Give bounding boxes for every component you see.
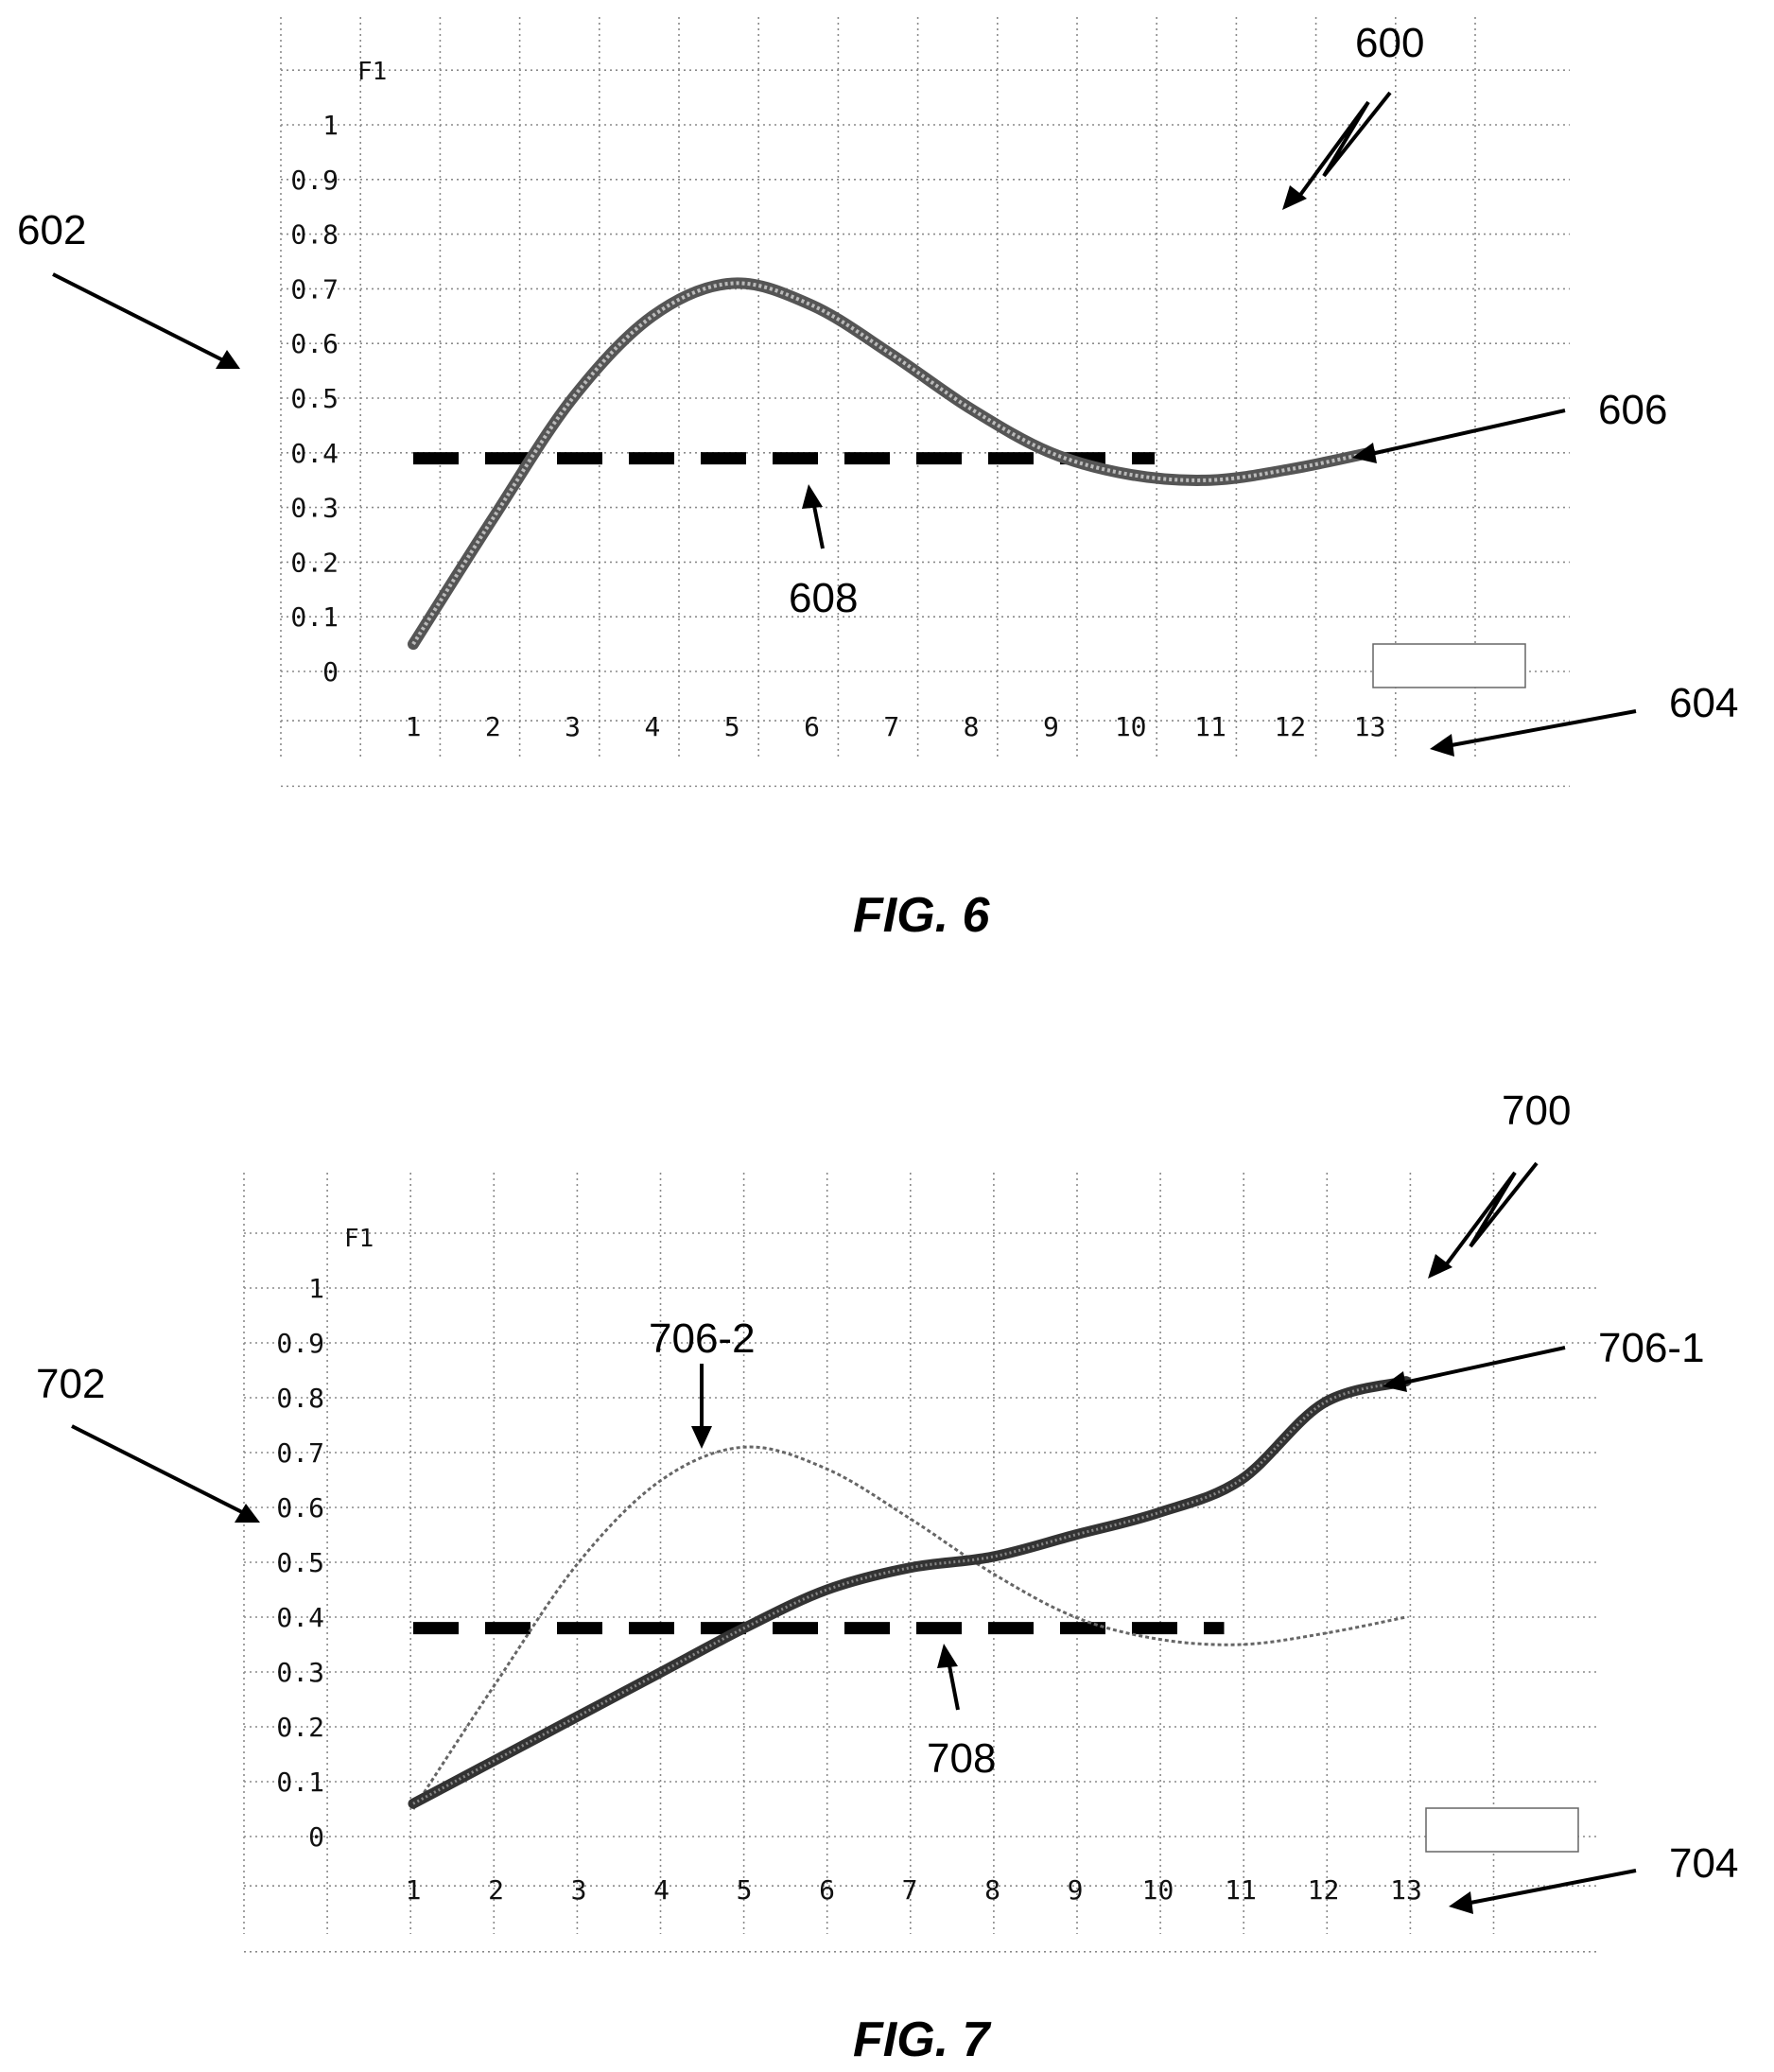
fig7-y-axis-ref: 702 <box>36 1361 105 1407</box>
fig6-series-ref-arrow <box>1370 409 1566 456</box>
fig6-series-ref-arrowhead <box>1352 443 1377 463</box>
fig7-x-axis-ref-arrow <box>1470 1869 1637 1905</box>
fig6-figure-ref: 600 <box>1355 20 1424 66</box>
fig7-x-axis-ref-arrowhead <box>1449 1891 1473 1914</box>
x-tick-label: 10 <box>1115 711 1147 742</box>
fig7-caption: FIG. 7 <box>853 2012 992 2067</box>
y-tick-label: 0.6 <box>276 1492 324 1524</box>
x-tick-label: 5 <box>737 1874 753 1906</box>
y-tick-label: 0.5 <box>276 1547 324 1578</box>
x-tick-label: 6 <box>804 711 820 742</box>
fig6-y-axis-ref-arrowhead <box>216 350 240 369</box>
series-line-0-hatch <box>411 281 1371 646</box>
x-tick-label: 12 <box>1274 711 1306 742</box>
y-tick-label: 0.7 <box>276 1437 324 1469</box>
x-tick-label: 2 <box>488 1874 504 1906</box>
fig7-threshold-ref-arrowhead <box>937 1644 958 1668</box>
y-tick-label: 0.9 <box>290 165 339 196</box>
x-tick-label: 2 <box>485 711 501 742</box>
fig6-y-axis-ref-arrow <box>52 272 224 362</box>
fig7-series-1-ref-arrowhead <box>1383 1371 1407 1392</box>
fig7-y-axis-ref-arrowhead <box>235 1504 260 1523</box>
fig6-threshold-ref: 608 <box>789 575 858 621</box>
x-tick-label: 1 <box>406 711 422 742</box>
x-tick-label: 8 <box>984 1874 1000 1906</box>
fig6-series-ref: 606 <box>1598 387 1667 433</box>
y-tick-label: 0.8 <box>276 1383 324 1414</box>
y-tick-label: 0.8 <box>290 219 339 251</box>
fig6-y-ticks: 0 0.1 0.2 0.3 0.4 0.5 0.6 0.7 0.8 0.9 1 <box>290 110 339 688</box>
fig6-threshold-ref-arrowhead <box>802 484 823 509</box>
x-tick-label: 10 <box>1142 1874 1174 1906</box>
y-tick-label: 0.3 <box>290 493 339 524</box>
x-tick-label: 6 <box>819 1874 835 1906</box>
x-tick-label: 13 <box>1354 711 1386 742</box>
fig6-legend-box <box>1372 643 1526 688</box>
fig7-threshold-ref-arrow <box>947 1660 960 1711</box>
fig7-ref-squiggle-arrow <box>1440 1161 1539 1272</box>
y-tick-label: 0.4 <box>276 1602 324 1633</box>
y-tick-label: 0.2 <box>276 1712 324 1743</box>
x-tick-label: 3 <box>565 711 581 742</box>
fig7-series-2-ref-arrowhead <box>691 1426 712 1449</box>
x-tick-label: 4 <box>644 711 660 742</box>
x-tick-label: 7 <box>883 711 899 742</box>
x-tick-label: 5 <box>724 711 740 742</box>
fig7-y-axis-label: F1 <box>344 1225 374 1253</box>
fig6-x-axis-ref: 604 <box>1669 680 1738 726</box>
fig7-squiggle-arrowhead <box>1428 1254 1452 1279</box>
fig7-threshold-ref: 708 <box>927 1735 996 1782</box>
fig7-series-1-ref: 706-1 <box>1598 1325 1705 1371</box>
x-tick-label: 11 <box>1225 1874 1257 1906</box>
y-tick-label: 1 <box>308 1273 324 1304</box>
x-tick-label: 9 <box>1068 1874 1084 1906</box>
fig7-y-ticks: 0 0.1 0.2 0.3 0.4 0.5 0.6 0.7 0.8 0.9 1 <box>276 1273 324 1853</box>
x-tick-label: 1 <box>406 1874 422 1906</box>
fig6-y-axis-label: F1 <box>357 58 387 86</box>
fig6-squiggle-arrowhead <box>1282 185 1307 210</box>
fig7-legend-box <box>1425 1807 1579 1853</box>
y-tick-label: 0.1 <box>276 1767 324 1798</box>
y-tick-label: 0.7 <box>290 273 339 305</box>
series-line-1 <box>408 1376 1412 1809</box>
fig6-x-ticks: 1 2 3 4 5 6 7 8 9 10 11 12 13 <box>406 711 1386 742</box>
y-tick-label: 0.4 <box>290 438 339 469</box>
x-tick-label: 11 <box>1194 711 1226 742</box>
y-tick-label: 1 <box>322 110 339 141</box>
y-tick-label: 0 <box>322 656 339 688</box>
x-tick-label: 3 <box>571 1874 587 1906</box>
fig7-x-axis-ref: 704 <box>1669 1840 1738 1887</box>
y-tick-label: 0.5 <box>290 383 339 414</box>
y-tick-label: 0 <box>308 1821 324 1853</box>
fig7-figure-ref: 700 <box>1502 1088 1571 1134</box>
fig6-ref-squiggle-arrow <box>1294 91 1392 203</box>
x-tick-label: 12 <box>1308 1874 1340 1906</box>
y-tick-label: 0.2 <box>290 547 339 578</box>
fig7-y-axis-ref-arrow <box>71 1424 245 1515</box>
y-tick-label: 0.3 <box>276 1657 324 1688</box>
fig6-x-axis-ref-arrow <box>1451 709 1637 747</box>
fig6-series-group <box>408 277 1376 651</box>
x-tick-label: 7 <box>902 1874 918 1906</box>
y-tick-label: 0.6 <box>290 328 339 359</box>
fig6-y-axis-ref: 602 <box>17 207 86 253</box>
x-tick-label: 13 <box>1390 1874 1422 1906</box>
y-tick-label: 0.9 <box>276 1328 324 1359</box>
fig7-series-group <box>408 1376 1412 1810</box>
fig7-series-2-ref: 706-2 <box>649 1315 756 1362</box>
x-tick-label: 4 <box>653 1874 670 1906</box>
fig7-series-1-ref-arrow <box>1403 1346 1566 1384</box>
series-line-0 <box>408 277 1376 651</box>
y-tick-label: 0.1 <box>290 601 339 633</box>
x-tick-label: 8 <box>964 711 980 742</box>
fig7-x-ticks: 1 2 3 4 5 6 7 8 9 10 11 12 13 <box>406 1874 1422 1906</box>
fig6-threshold-ref-arrow <box>811 500 825 549</box>
fig6-caption: FIG. 6 <box>853 888 991 943</box>
fig6-x-axis-ref-arrowhead <box>1430 734 1454 757</box>
x-tick-label: 9 <box>1043 711 1059 742</box>
